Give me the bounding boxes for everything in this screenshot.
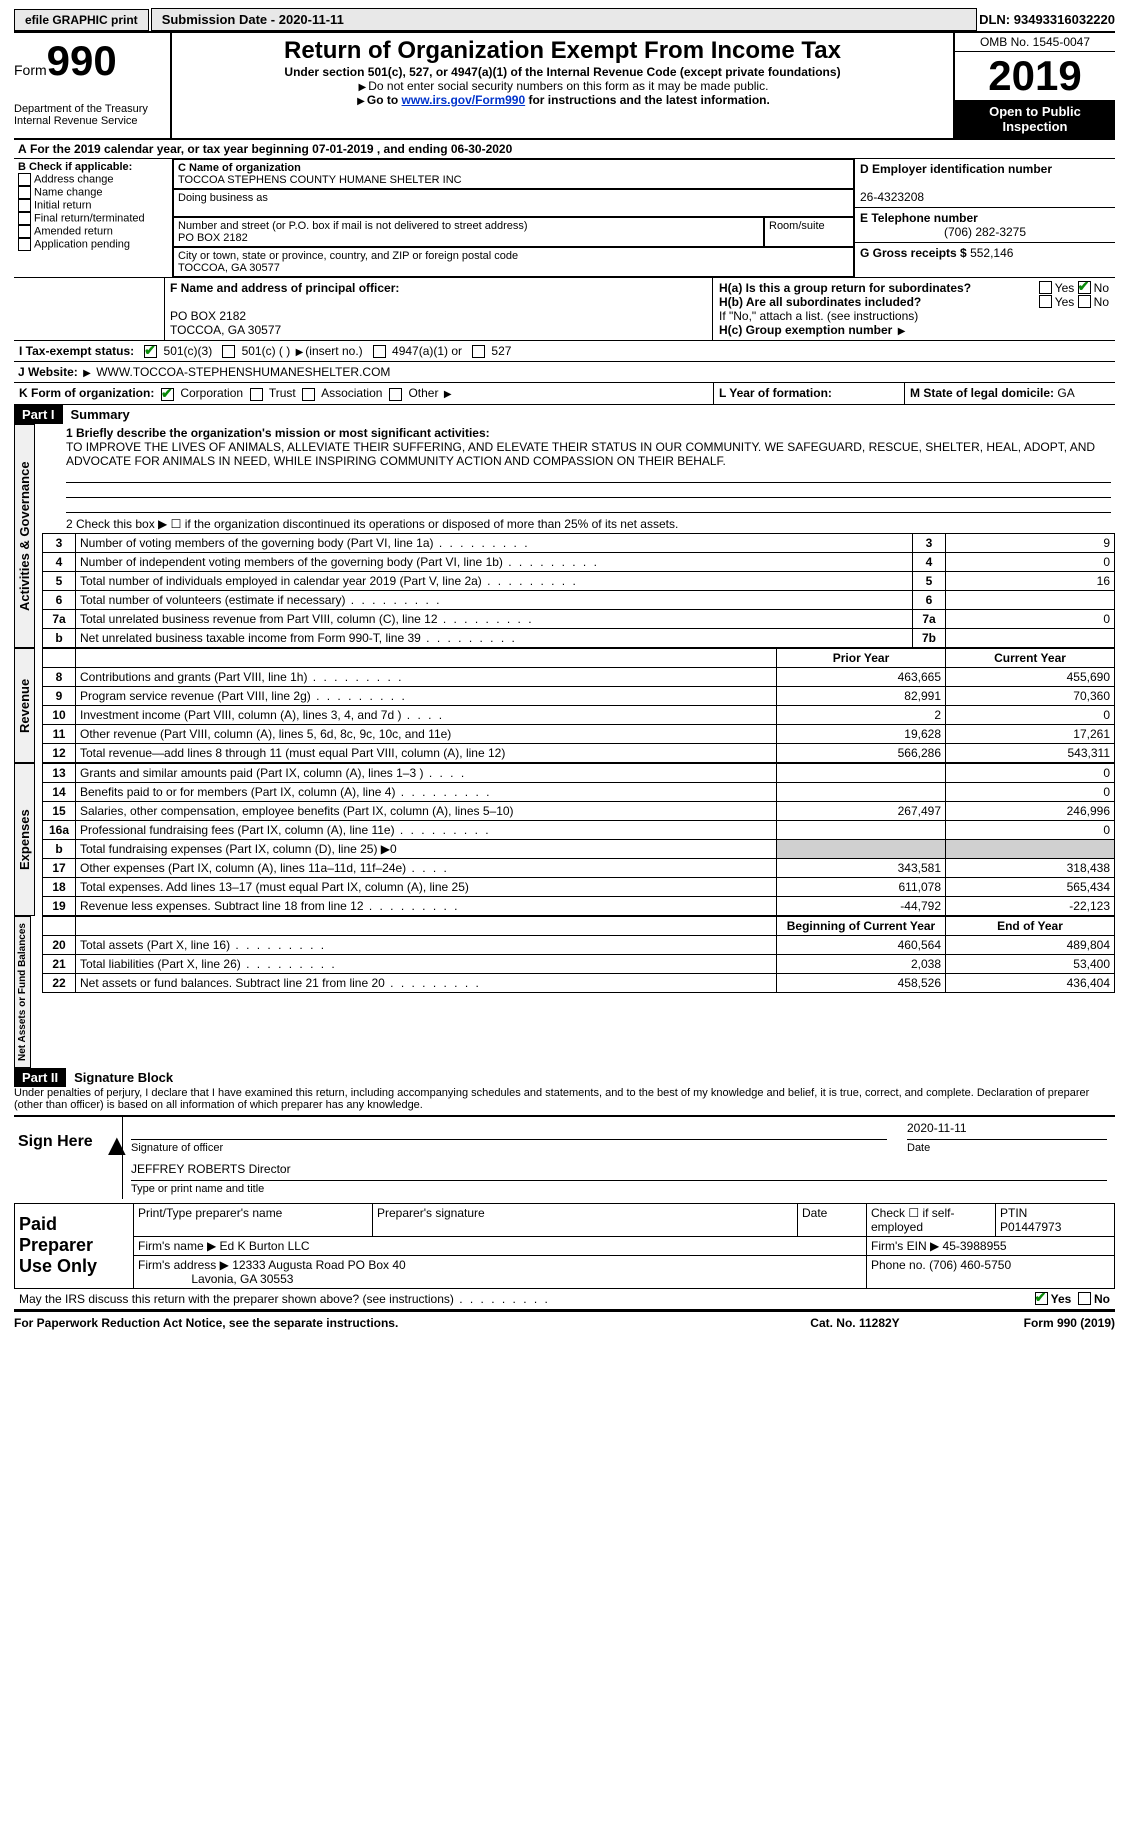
chk-hb-yes[interactable] [1039, 295, 1052, 308]
box-c-address: Number and street (or P.O. box if mail i… [173, 217, 764, 247]
box-h: H(a) Is this a group return for subordin… [712, 278, 1115, 340]
dept-irs: Internal Revenue Service [14, 115, 164, 127]
sidetab-revenue: Revenue [14, 648, 35, 763]
form-header: Form990 Department of the Treasury Inter… [14, 33, 1115, 140]
chk-501c[interactable] [222, 345, 235, 358]
box-i: I Tax-exempt status: 501(c)(3) 501(c) ( … [14, 341, 1115, 361]
line1-mission: 1 Briefly describe the organization's mi… [42, 424, 1115, 515]
discuss-line: May the IRS discuss this return with the… [14, 1289, 1115, 1310]
omb-number: OMB No. 1545-0047 [955, 33, 1115, 52]
chk-4947[interactable] [373, 345, 386, 358]
chk-name-change[interactable] [18, 186, 31, 199]
netassets-table: Beginning of Current YearEnd of Year 20T… [42, 916, 1115, 993]
box-c-city: City or town, state or province, country… [173, 247, 854, 277]
sidetab-netassets: Net Assets or Fund Balances [14, 916, 31, 1068]
dln: DLN: 93493316032220 [979, 12, 1115, 27]
revenue-table: Prior YearCurrent Year 8Contributions an… [42, 648, 1115, 763]
line2-checkbox: 2 Check this box ▶ ☐ if the organization… [42, 515, 1115, 533]
chk-discuss-yes[interactable] [1035, 1292, 1048, 1305]
dept-treasury: Department of the Treasury [14, 103, 164, 115]
chk-final-return[interactable] [18, 212, 31, 225]
chk-address-change[interactable] [18, 173, 31, 186]
chk-assoc[interactable] [302, 388, 315, 401]
submission-date: Submission Date - 2020-11-11 [151, 8, 977, 31]
box-c-name: C Name of organization TOCCOA STEPHENS C… [173, 159, 854, 189]
chk-other[interactable] [389, 388, 402, 401]
tax-year: 2019 [955, 52, 1115, 100]
page-footer: For Paperwork Reduction Act Notice, see … [14, 1310, 1115, 1330]
box-d: D Employer identification number26-43232… [855, 159, 1115, 208]
perjury-declaration: Under penalties of perjury, I declare th… [14, 1087, 1115, 1111]
form-number: Form990 [14, 37, 164, 85]
sign-here-block: Sign Here ▲ Signature of officer 2020-11… [14, 1115, 1115, 1199]
box-c-dba: Doing business as [173, 189, 854, 217]
form-note-link: Go to www.irs.gov/Form990 for instructio… [178, 93, 947, 107]
chk-corp[interactable] [161, 388, 174, 401]
form990-link[interactable]: www.irs.gov/Form990 [402, 93, 526, 107]
chk-ha-yes[interactable] [1039, 281, 1052, 294]
chk-discuss-no[interactable] [1078, 1292, 1091, 1305]
chk-trust[interactable] [250, 388, 263, 401]
chk-amended-return[interactable] [18, 225, 31, 238]
sign-here-label: Sign Here [14, 1117, 102, 1199]
efile-badge: efile GRAPHIC print [14, 9, 149, 31]
form-title: Return of Organization Exempt From Incom… [178, 37, 947, 65]
chk-initial-return[interactable] [18, 199, 31, 212]
box-f: F Name and address of principal officer:… [165, 278, 712, 340]
box-b: B Check if applicable: Address change Na… [14, 159, 173, 277]
sidetab-activities: Activities & Governance [14, 424, 35, 648]
top-bar: efile GRAPHIC print Submission Date - 20… [14, 8, 1115, 33]
chk-hb-no[interactable] [1078, 295, 1091, 308]
tax-period: A For the 2019 calendar year, or tax yea… [14, 140, 1115, 159]
box-m: M State of legal domicile: GA [904, 383, 1115, 403]
box-j: J Website: WWW.TOCCOA-STEPHENSHUMANESHEL… [14, 362, 1115, 382]
expenses-table: 13Grants and similar amounts paid (Part … [42, 763, 1115, 916]
form-subtitle: Under section 501(c), 527, or 4947(a)(1)… [178, 65, 947, 79]
part2-header: Part IISignature Block [14, 1068, 1115, 1087]
chk-501c3[interactable] [144, 345, 157, 358]
part1-header: Part ISummary [14, 405, 1115, 424]
box-c-room: Room/suite [764, 217, 854, 247]
chk-527[interactable] [472, 345, 485, 358]
public-inspection: Open to Public Inspection [955, 100, 1115, 138]
box-e: E Telephone number(706) 282-3275 [855, 208, 1115, 243]
paid-preparer-table: Paid Preparer Use Only Print/Type prepar… [14, 1203, 1115, 1289]
chk-ha-no[interactable] [1078, 281, 1091, 294]
sidetab-expenses: Expenses [14, 763, 35, 916]
box-l: L Year of formation: [713, 383, 904, 403]
form-note-ssn: Do not enter social security numbers on … [178, 79, 947, 93]
summary-table-gov: 3Number of voting members of the governi… [42, 533, 1115, 648]
chk-application-pending[interactable] [18, 238, 31, 251]
box-k: K Form of organization: Corporation Trus… [14, 383, 713, 403]
box-g: G Gross receipts $ 552,146 [855, 243, 1115, 263]
